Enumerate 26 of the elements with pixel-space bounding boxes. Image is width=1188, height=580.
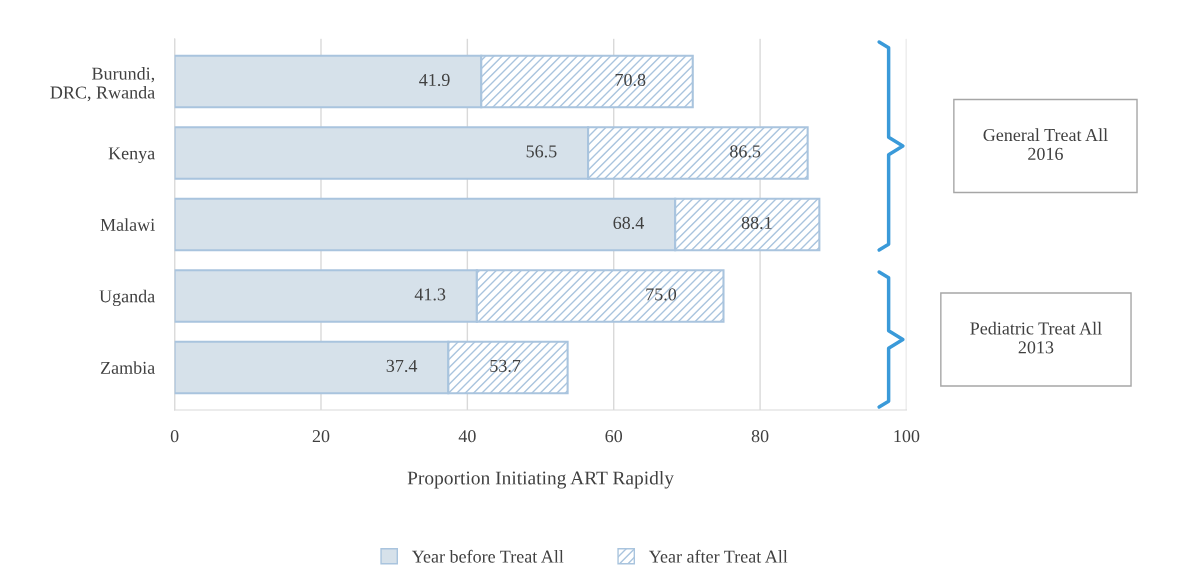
- data-label: 37.4: [386, 359, 418, 373]
- legend-label: Year after Treat All: [648, 549, 788, 563]
- x-tick-label: 60: [605, 430, 623, 443]
- x-tick-label: 80: [751, 430, 769, 443]
- x-tick-label: 100: [894, 430, 920, 443]
- data-label: 41.9: [419, 73, 450, 87]
- y-tick-label: Uganda: [99, 289, 155, 307]
- data-label: 41.3: [414, 288, 446, 301]
- y-tick-label: Malawi: [100, 218, 155, 231]
- y-tick-label: Burundi, DRC, Rwanda: [50, 67, 155, 102]
- total-label: 86.5: [730, 145, 761, 158]
- total-label: 70.8: [615, 73, 646, 87]
- data-label: 56.5: [526, 145, 557, 158]
- y-tick-label: Zambia: [100, 361, 155, 374]
- text: Pediatric Treat All 2013: [970, 321, 1102, 354]
- data-label: 68.4: [613, 216, 645, 230]
- legend-label: Year before Treat All: [411, 549, 564, 563]
- total-label: 88.1: [741, 216, 772, 230]
- text: General Treat All 2016: [983, 128, 1108, 160]
- x-axis-title: Proportion Initiating ART Rapidly: [407, 470, 674, 489]
- total-label: 53.7: [490, 359, 521, 373]
- x-tick-label: 40: [458, 430, 476, 443]
- y-tick-label: Kenya: [108, 147, 155, 164]
- x-tick-label: 0: [170, 430, 179, 443]
- x-tick-label: 20: [312, 430, 330, 443]
- total-label: 75.0: [646, 288, 677, 301]
